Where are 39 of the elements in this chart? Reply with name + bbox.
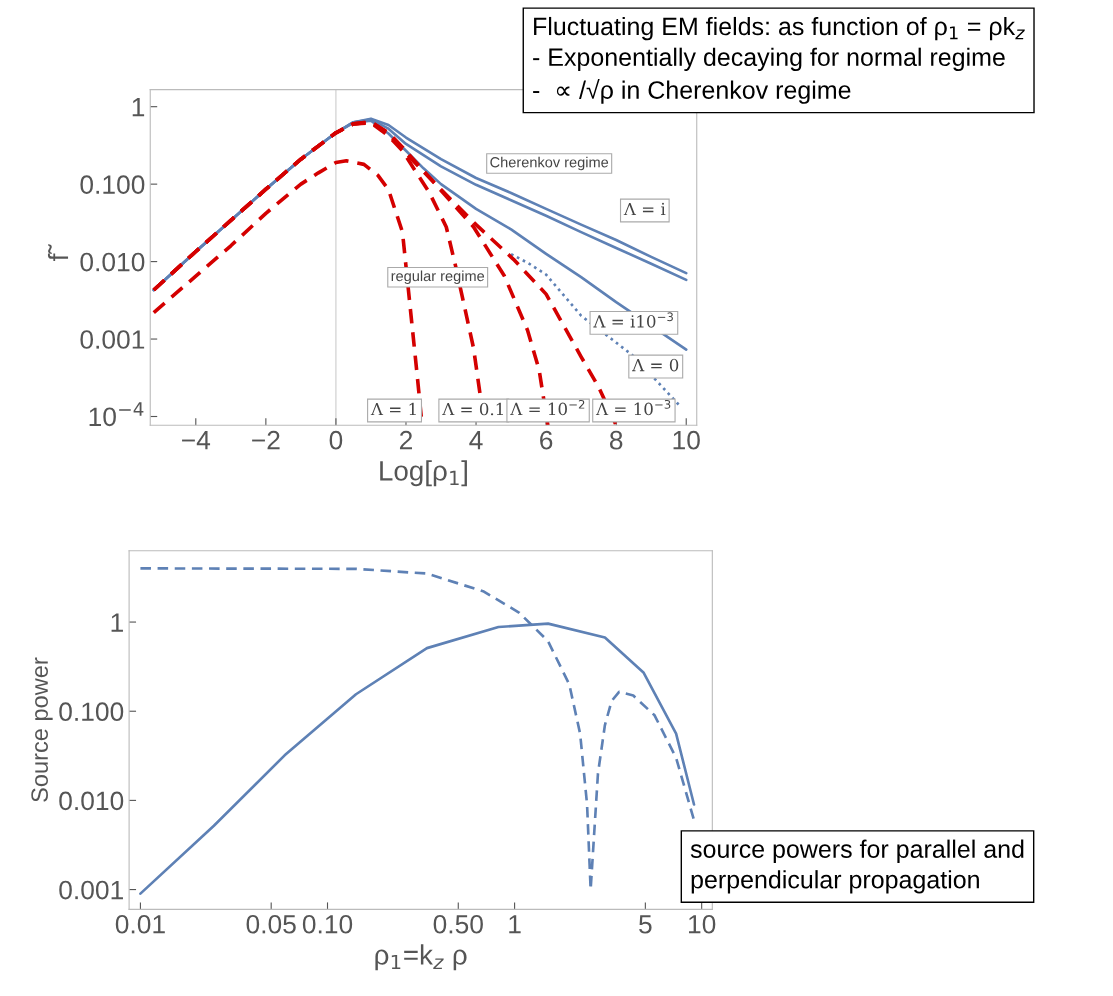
y-tick-label: 10$^{−4}$: [89, 402, 144, 427]
y-tick-label: 0.100: [59, 702, 124, 722]
annotation: Fluctuating EM fields: as function of ρ$_{1}$ = ρk$_{z}$ - Exponentially decaying for normal regime - ∝ /√ρ in Cherenkov regime: [533, 16, 1025, 104]
x-tick-label: 0.01: [115, 914, 165, 934]
x-tick-label: 0.10: [302, 914, 353, 934]
x-tick-label: 5: [639, 915, 652, 934]
annotation: Λ = i: [623, 202, 666, 216]
annotation: Λ = 0.1: [442, 402, 503, 416]
y-tick-label: 1: [132, 98, 145, 117]
annotation: Λ = i10$^{−3}$: [593, 312, 673, 328]
x-tick-label: 10: [689, 914, 716, 934]
y-axis-title: Source power: [31, 657, 53, 802]
x-axis-title: Log[ρ$_{1}$]: [380, 460, 467, 487]
y-tick-label: 0.001: [80, 330, 145, 349]
x-tick-label: 0.50: [433, 914, 483, 934]
x-tick-label: 1: [509, 915, 521, 934]
annotation: regular regime: [391, 270, 485, 285]
x-tick-label: 6: [540, 430, 553, 450]
x-tick-label: 2: [399, 430, 412, 450]
x-tick-label: 0.05: [246, 914, 296, 934]
annotation: Λ = 10$^{−3}$: [595, 399, 671, 416]
y-tick-label: 0.100: [80, 175, 145, 194]
y-tick-label: 0.001: [59, 880, 123, 900]
y-tick-label: 1: [111, 613, 123, 632]
y-tick-label: 0.010: [59, 791, 124, 811]
x-axis-title: ρ$_{1}$=k$_{z}$ ρ: [375, 944, 467, 971]
x-tick-label: −4: [182, 431, 211, 450]
x-tick-label: 0: [329, 430, 343, 450]
y-axis-title: f̃: [47, 244, 69, 261]
annotation: Cherenkov regime: [490, 156, 609, 171]
x-tick-label: 10: [673, 430, 700, 450]
x-tick-label: −2: [252, 430, 280, 450]
annotation: Λ = 0: [632, 358, 679, 372]
annotation: Λ = 1: [370, 402, 416, 416]
y-tick-label: 0.010: [80, 252, 145, 272]
x-tick-label: 8: [609, 430, 623, 450]
x-tick-label: 4: [469, 431, 483, 450]
annotation: Λ = 10$^{−2}$: [510, 399, 585, 416]
annotation: source powers for parallel and perpendicular propagation: [690, 839, 1024, 894]
